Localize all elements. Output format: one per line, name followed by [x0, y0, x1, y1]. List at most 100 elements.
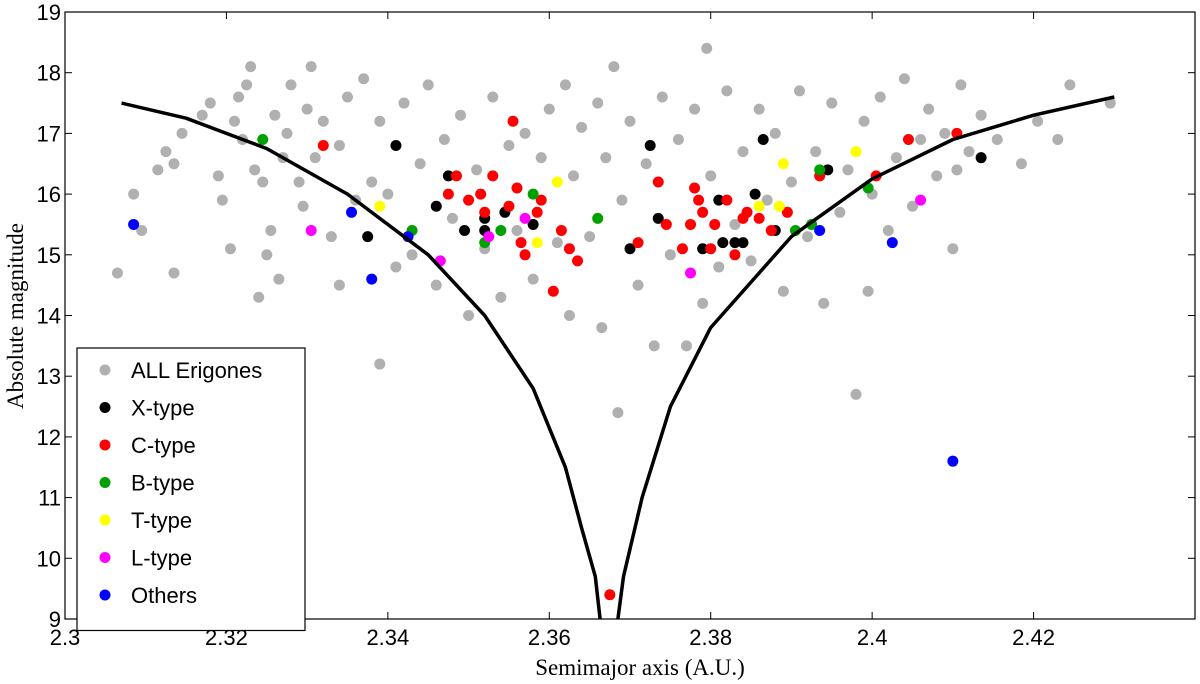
point-all-erigones: [249, 164, 261, 176]
point-x-type: [737, 237, 749, 249]
point-b-type: [495, 225, 507, 237]
point-all-erigones: [301, 103, 313, 115]
legend-marker-c-type: [99, 439, 111, 451]
point-c-type: [555, 225, 567, 237]
point-c-type: [902, 133, 914, 145]
point-all-erigones: [305, 61, 317, 73]
x-tick-label: 2.3: [50, 625, 81, 650]
point-all-erigones: [224, 243, 236, 255]
point-all-erigones: [212, 170, 224, 182]
legend-marker-all-erigones: [99, 364, 111, 376]
point-c-type: [685, 218, 697, 230]
point-l-type: [483, 231, 495, 243]
point-c-type: [507, 115, 519, 127]
point-x-type: [390, 140, 402, 152]
point-t-type: [531, 237, 543, 249]
point-all-erigones: [753, 103, 765, 115]
point-c-type: [697, 206, 709, 218]
point-all-erigones: [850, 388, 862, 400]
y-axis-ticks: 9 10 11 12 13 14 15 16 17 18 19: [37, 0, 1195, 632]
point-all-erigones: [907, 200, 918, 212]
point-all-erigones: [1052, 133, 1064, 145]
point-c-type: [535, 194, 547, 206]
point-all-erigones: [898, 73, 910, 85]
legend-marker-b-type: [99, 477, 111, 488]
x-tick-label: 2.42: [1012, 625, 1055, 650]
point-all-erigones: [527, 273, 539, 285]
point-all-erigones: [309, 152, 321, 164]
y-tick-label: 14: [37, 304, 61, 329]
point-c-type: [709, 218, 721, 230]
point-all-erigones: [551, 237, 563, 249]
point-x-type: [697, 243, 709, 255]
point-l-type: [915, 194, 927, 206]
point-all-erigones: [705, 170, 717, 182]
legend-label-t-type: T-type: [131, 508, 192, 533]
point-all-erigones: [297, 200, 309, 212]
point-all-erigones: [281, 127, 293, 139]
point-all-erigones: [176, 127, 188, 139]
point-c-type: [765, 225, 777, 237]
point-others: [346, 206, 358, 218]
y-tick-label: 17: [37, 121, 61, 146]
point-all-erigones: [160, 146, 172, 158]
point-all-erigones: [842, 164, 854, 176]
y-tick-label: 19: [37, 0, 61, 25]
legend-marker-t-type: [99, 514, 111, 526]
x-tick-label: 2.4: [857, 625, 888, 650]
point-all-erigones: [576, 121, 588, 133]
point-all-erigones: [455, 109, 466, 121]
point-all-erigones: [111, 267, 123, 279]
legend-label-all-erigones: ALL Erigones: [131, 358, 262, 383]
point-c-type: [479, 206, 491, 218]
point-x-type: [624, 243, 636, 255]
point-b-type: [592, 212, 604, 224]
point-all-erigones: [233, 91, 245, 103]
point-others: [886, 237, 898, 249]
point-c-type: [572, 255, 584, 267]
point-all-erigones: [535, 152, 547, 164]
point-all-erigones: [366, 176, 378, 188]
point-all-erigones: [152, 164, 164, 176]
point-c-type: [475, 188, 487, 200]
point-x-type: [757, 133, 769, 145]
point-x-type: [430, 200, 442, 212]
legend-box: [76, 347, 306, 632]
point-all-erigones: [600, 152, 612, 164]
point-all-erigones: [229, 115, 240, 127]
point-all-erigones: [398, 97, 410, 109]
point-all-erigones: [1032, 115, 1044, 127]
point-all-erigones: [951, 164, 963, 176]
point-c-type: [660, 218, 672, 230]
point-others: [814, 225, 826, 237]
point-all-erigones: [495, 291, 507, 303]
boundary-curves: [121, 95, 1115, 620]
point-all-erigones: [915, 133, 927, 145]
point-all-erigones: [802, 231, 814, 243]
point-all-erigones: [810, 146, 822, 158]
point-all-erigones: [947, 243, 959, 255]
point-all-erigones: [975, 109, 987, 121]
point-all-erigones: [261, 249, 273, 261]
point-all-erigones: [568, 170, 579, 182]
point-all-erigones: [390, 261, 402, 273]
point-c-type: [676, 243, 688, 255]
point-c-type: [632, 237, 644, 249]
y-tick-label: 13: [37, 364, 61, 389]
point-c-type: [563, 243, 575, 255]
point-c-type: [531, 206, 543, 218]
point-all-erigones: [777, 285, 789, 297]
point-all-erigones: [664, 249, 676, 261]
point-l-type: [685, 267, 697, 279]
point-all-erigones: [269, 109, 281, 121]
point-others: [947, 455, 959, 467]
point-c-type: [741, 206, 753, 218]
point-all-erigones: [672, 133, 684, 145]
point-all-erigones: [640, 158, 652, 170]
point-all-erigones: [487, 91, 499, 103]
point-all-erigones: [697, 297, 709, 309]
y-tick-label: 11: [38, 486, 61, 511]
point-x-type: [713, 194, 725, 206]
y-tick-label: 9: [49, 607, 61, 632]
point-c-type: [781, 206, 793, 218]
